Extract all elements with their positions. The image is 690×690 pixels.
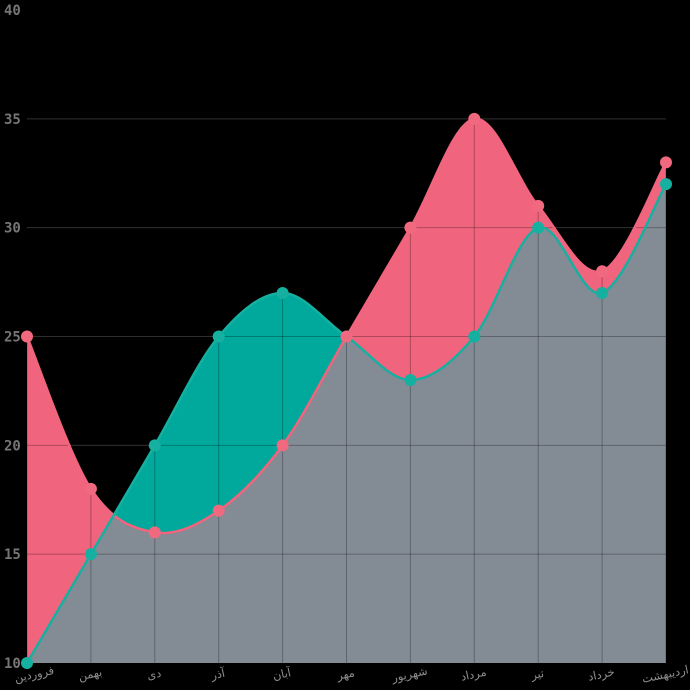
teal-data-point-خرداد[interactable] [596,286,609,299]
y-axis-label: 35 [4,112,21,128]
y-axis-label: 30 [4,221,21,237]
teal-data-point-مرداد[interactable] [468,330,481,343]
teal-data-point-فروردین[interactable] [21,657,33,669]
x-axis-label-خرداد: خرداد [587,664,616,684]
pink-data-point-بهمن[interactable] [84,482,97,495]
y-axis-label: 25 [4,330,21,346]
teal-data-point-اردیبهشت[interactable] [660,178,672,191]
teal-data-point-آذر[interactable] [212,330,225,343]
x-axis-label-مرداد: مرداد [459,665,488,685]
x-axis-label-آبان: آبان [271,665,293,683]
x-axis-label-مهر: مهر [335,665,357,684]
pink-series-line [25,117,668,535]
pink-data-point-اردیبهشت[interactable] [660,156,672,169]
pink-data-point-شهریور[interactable] [404,221,417,234]
pink-data-point-تیر[interactable] [532,199,545,212]
teal-data-point-دی[interactable] [148,439,161,452]
x-axis-label-اردیبهشت: اردیبهشت [641,662,690,687]
pink-data-point-دی[interactable] [148,526,161,539]
pink-data-point-مهر[interactable] [340,330,353,343]
pink-data-point-آذر[interactable] [212,504,225,517]
x-axis-label-آذر: آذر [209,666,227,684]
teal-data-point-تیر[interactable] [532,221,545,234]
x-axis-label-دی: دی [146,666,163,683]
pink-data-point-آبان[interactable] [276,439,289,452]
pink-data-point-مرداد[interactable] [468,112,481,125]
x-axis-label-شهریور: شهریور [390,663,429,685]
y-axis-label: 10 [4,656,21,672]
pink-data-point-فروردین[interactable] [21,330,33,343]
pink-data-point-خرداد[interactable] [596,265,609,278]
y-axis-label: 40 [4,3,21,19]
y-axis-label: 20 [4,438,21,454]
teal-data-point-بهمن[interactable] [84,548,97,561]
teal-data-point-شهریور[interactable] [404,374,417,387]
series-overlap-area [27,184,666,663]
teal-data-point-آبان[interactable] [276,286,289,299]
x-axis-label-بهمن: بهمن [77,665,104,685]
x-axis-label-تیر: تیر [529,666,546,684]
y-axis-label: 15 [4,547,21,563]
